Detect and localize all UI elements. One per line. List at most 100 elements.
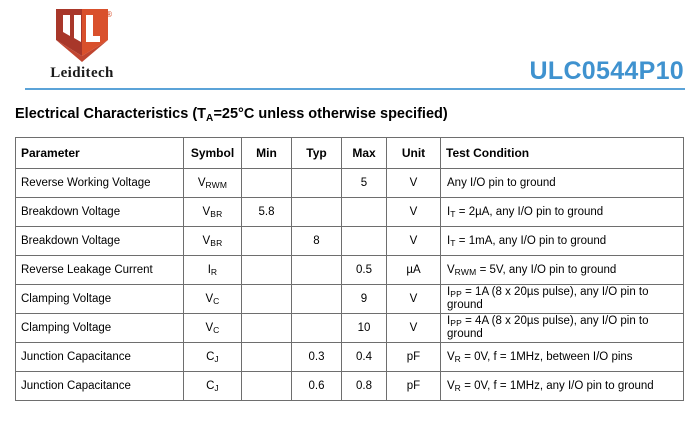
cell-symbol: CJ [183, 371, 242, 401]
cell-parameter: Breakdown Voltage [15, 197, 184, 227]
table-body: Reverse Working Voltage VRWM 5 V Any I/O pin… [15, 168, 684, 401]
subscript: J [214, 382, 219, 393]
cell-max: 0.5 [341, 255, 387, 285]
column-header-min: Min [241, 137, 292, 169]
cell-test-condition: IT = 1mA, any I/O pin to ground [440, 226, 684, 256]
section-heading: Electrical Characteristics (TA=25°C unle… [15, 106, 448, 124]
cell-unit: V [386, 168, 441, 198]
section-heading-prefix: Electrical Characteristics (T [15, 106, 207, 122]
cell-typ [291, 284, 342, 314]
table-row: Clamping Voltage VC 9 V IPP = 1A (8 x 20µs p… [15, 284, 684, 314]
table-header: Parameter Symbol Min Typ Max Unit Test C… [15, 137, 684, 169]
cell-unit: pF [386, 342, 441, 372]
cell-symbol: IR [183, 255, 242, 285]
cell-typ [291, 168, 342, 198]
cell-max: 0.8 [341, 371, 387, 401]
cell-unit: V [386, 197, 441, 227]
cell-symbol: VC [183, 313, 242, 343]
cell-test-condition: VRWM = 5V, any I/O pin to ground [440, 255, 684, 285]
cell-parameter: Junction Capacitance [15, 342, 184, 372]
cell-parameter: Breakdown Voltage [15, 226, 184, 256]
leiditech-shield-logo-icon: ® [50, 6, 114, 64]
cell-parameter: Clamping Voltage [15, 313, 184, 343]
cell-typ [291, 197, 342, 227]
cell-typ: 0.6 [291, 371, 342, 401]
cell-parameter: Reverse Working Voltage [15, 168, 184, 198]
subscript: C [213, 324, 220, 335]
cell-parameter: Junction Capacitance [15, 371, 184, 401]
svg-text:®: ® [105, 10, 113, 19]
subscript: BR [210, 208, 223, 219]
subscript: R [454, 353, 462, 364]
cell-min [241, 255, 292, 285]
header-divider [25, 88, 685, 90]
table-row: Junction Capacitance CJ 0.6 0.8 pF VR = 0V, f… [15, 371, 684, 401]
cell-min: 5.8 [241, 197, 292, 227]
column-header-max: Max [341, 137, 387, 169]
cell-symbol: CJ [183, 342, 242, 372]
subscript: J [214, 353, 219, 364]
table-row: Breakdown Voltage VBR 5.8 V IT = 2µA, any I/… [15, 197, 684, 227]
section-heading-suffix: =25°C unless otherwise specified) [213, 106, 448, 122]
cell-test-condition: IPP = 4A (8 x 20µs pulse), any I/O pin t… [440, 313, 684, 343]
cell-max: 10 [341, 313, 387, 343]
cell-min [241, 313, 292, 343]
column-header-symbol: Symbol [183, 137, 242, 169]
cell-unit: pF [386, 371, 441, 401]
cell-test-condition: Any I/O pin to ground [440, 168, 684, 198]
cell-unit: V [386, 226, 441, 256]
cell-symbol: VC [183, 284, 242, 314]
cell-max: 9 [341, 284, 387, 314]
table-row: Breakdown Voltage VBR 8 V IT = 1mA, any I/O … [15, 226, 684, 256]
part-number-title: ULC0544P10 [529, 57, 684, 85]
subscript: PP [450, 289, 462, 299]
table-row: Reverse Leakage Current IR 0.5 µA VRWM = 5V,… [15, 255, 684, 285]
cell-typ [291, 255, 342, 285]
subscript: C [213, 295, 220, 306]
subscript: RWM [205, 179, 228, 190]
column-header-test-condition: Test Condition [440, 137, 684, 169]
cell-max [341, 197, 387, 227]
cell-max: 0.4 [341, 342, 387, 372]
cell-min [241, 284, 292, 314]
column-header-parameter: Parameter [15, 137, 184, 169]
cell-min [241, 371, 292, 401]
table-row: Clamping Voltage VC 10 V IPP = 4A (8 x 20µs … [15, 313, 684, 343]
brand-name: Leiditech [50, 65, 114, 81]
cell-min [241, 168, 292, 198]
cell-test-condition: VR = 0V, f = 1MHz, between I/O pins [440, 342, 684, 372]
cell-symbol: VBR [183, 197, 242, 227]
subscript: RWM [454, 266, 477, 277]
cell-test-condition: IT = 2µA, any I/O pin to ground [440, 197, 684, 227]
cell-typ [291, 313, 342, 343]
cell-typ: 0.3 [291, 342, 342, 372]
column-header-unit: Unit [386, 137, 441, 169]
cell-test-condition: VR = 0V, f = 1MHz, any I/O pin to ground [440, 371, 684, 401]
section-heading-subscript: A [206, 112, 214, 124]
brand-block: ® Leiditech [22, 6, 142, 81]
subscript: R [210, 266, 218, 277]
cell-typ: 8 [291, 226, 342, 256]
subscript: T [450, 208, 456, 219]
page-header: ® Leiditech ULC0544P10 [0, 0, 692, 92]
column-header-typ: Typ [291, 137, 342, 169]
cell-parameter: Clamping Voltage [15, 284, 184, 314]
subscript: T [450, 237, 456, 248]
cell-unit: V [386, 284, 441, 314]
cell-symbol: VRWM [183, 168, 242, 198]
cell-max [341, 226, 387, 256]
table-header-row: Parameter Symbol Min Typ Max Unit Test C… [15, 137, 684, 169]
cell-unit: µA [386, 255, 441, 285]
cell-unit: V [386, 313, 441, 343]
cell-min [241, 342, 292, 372]
cell-min [241, 226, 292, 256]
cell-max: 5 [341, 168, 387, 198]
table-row: Junction Capacitance CJ 0.3 0.4 pF VR = 0V, f… [15, 342, 684, 372]
electrical-characteristics-table: Parameter Symbol Min Typ Max Unit Test C… [15, 137, 684, 401]
cell-parameter: Reverse Leakage Current [15, 255, 184, 285]
subscript: R [454, 382, 462, 393]
cell-test-condition: IPP = 1A (8 x 20µs pulse), any I/O pin t… [440, 284, 684, 314]
subscript: BR [210, 237, 223, 248]
cell-symbol: VBR [183, 226, 242, 256]
table-row: Reverse Working Voltage VRWM 5 V Any I/O pin… [15, 168, 684, 198]
